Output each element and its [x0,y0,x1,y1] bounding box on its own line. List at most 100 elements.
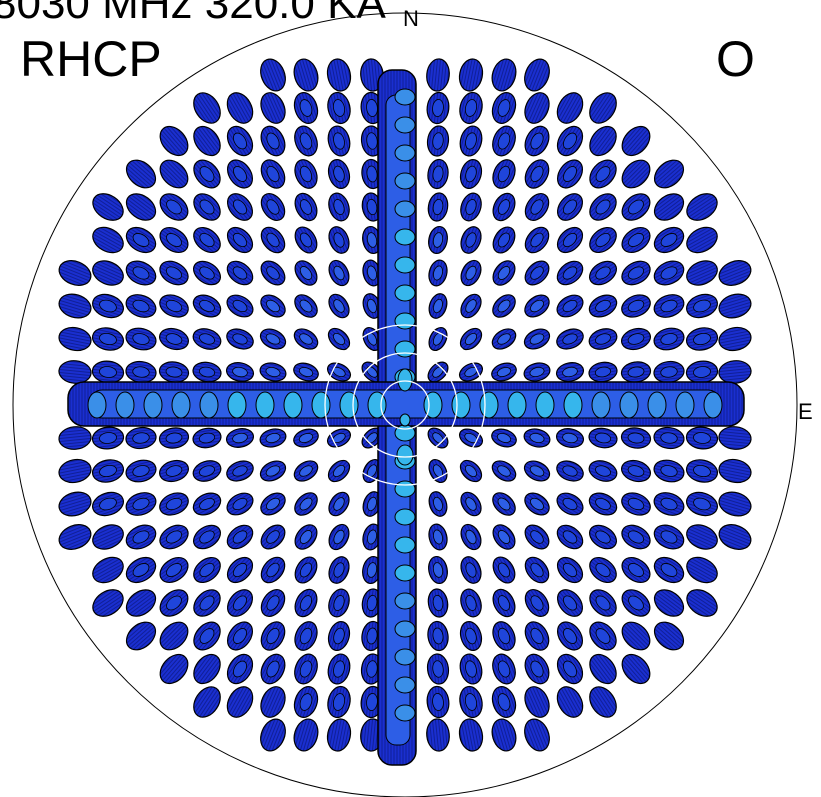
sidelobe [458,428,484,448]
sidelobe [293,92,319,124]
sidelobe [556,226,584,254]
sidelobe [653,327,685,351]
east-label: E [798,399,813,424]
sidelobe [427,588,449,618]
sidelobe [326,362,352,382]
sidelobe [589,589,617,617]
sidelobe [226,294,254,318]
sidelobe [492,159,516,189]
sidelobe [226,460,254,482]
sidelobe [193,226,221,254]
sidelobe [523,428,551,448]
sidelobe [125,294,157,318]
sidelobe [159,294,189,318]
sidelobe [524,294,550,318]
sidelobe [492,192,516,222]
sidelobe [556,524,584,550]
sidelobe [293,718,319,752]
beam-cell [199,391,219,419]
sidelobe [294,621,318,651]
sidelobe [193,621,221,651]
sidelobe [192,328,222,350]
sidelobe [193,125,221,157]
sidelobe [653,294,685,318]
sidelobe [259,328,287,350]
sidelobe [260,58,286,92]
sidelobe [260,653,286,685]
sidelobe [259,428,287,448]
beam-cell [396,444,414,466]
sidelobe [685,459,719,483]
sidelobe [294,260,318,286]
sidelobe [589,260,617,286]
sidelobe [555,428,585,448]
sidelobe [328,556,350,584]
sidelobe [524,718,550,752]
sidelobe [589,686,617,718]
sidelobe [92,589,124,617]
sidelobe [260,193,286,221]
sidelobe [428,225,448,255]
sidelobe [589,125,617,157]
sidelobe [492,226,516,254]
sidelobe [193,653,221,685]
beam-cell [394,620,416,638]
sidelobe [226,328,254,350]
sidelobe [460,523,482,551]
sidelobe [192,492,222,516]
sidelobe [328,259,350,287]
sidelobe [459,621,483,651]
sidelobe [259,460,287,482]
beam-cell [394,228,416,246]
sidelobe [524,589,550,617]
sidelobe [686,193,718,221]
sidelobe [159,459,189,483]
sidelobe [58,260,92,286]
sidelobe [492,588,516,618]
sidelobe [523,460,551,482]
beam-cell [394,536,416,554]
sidelobe [192,427,222,449]
sidelobe [589,193,617,221]
sidelobe [192,460,222,482]
sidelobe [159,653,189,685]
sidelobe [556,556,584,584]
sidelobe [524,159,550,189]
sidelobe [58,426,92,450]
sidelobe [125,589,157,617]
sidelobe [460,192,482,222]
beam-cell [394,480,416,498]
sidelobe [125,226,157,254]
sidelobe [524,260,550,286]
beam-cell [339,391,359,419]
sidelobe [159,492,189,516]
sidelobe [492,260,516,286]
sidelobe [686,260,718,286]
sidelobe [459,685,483,719]
sidelobe [125,159,157,189]
sidelobe [686,293,718,319]
corner-label: O [716,31,755,87]
sidelobe [524,524,550,550]
sidelobe [362,259,382,287]
beam-cell [394,200,416,218]
sidelobe [460,293,482,319]
beam-cell [255,391,275,419]
sidelobe [294,524,318,550]
beam-cell [394,256,416,274]
sidelobe [327,159,351,189]
beam-cell [394,88,416,106]
sidelobe [524,125,550,157]
sidelobe [458,718,484,752]
sidelobe [459,653,483,685]
sidelobe [226,492,254,516]
sidelobe [524,492,550,516]
beam-cell [394,172,416,190]
sidelobe [193,524,221,550]
sidelobe [192,294,222,318]
sidelobe [193,260,221,286]
beam-cell [394,592,416,610]
beam-cell [143,391,163,419]
sidelobe [459,327,483,351]
sidelobe [159,556,189,584]
